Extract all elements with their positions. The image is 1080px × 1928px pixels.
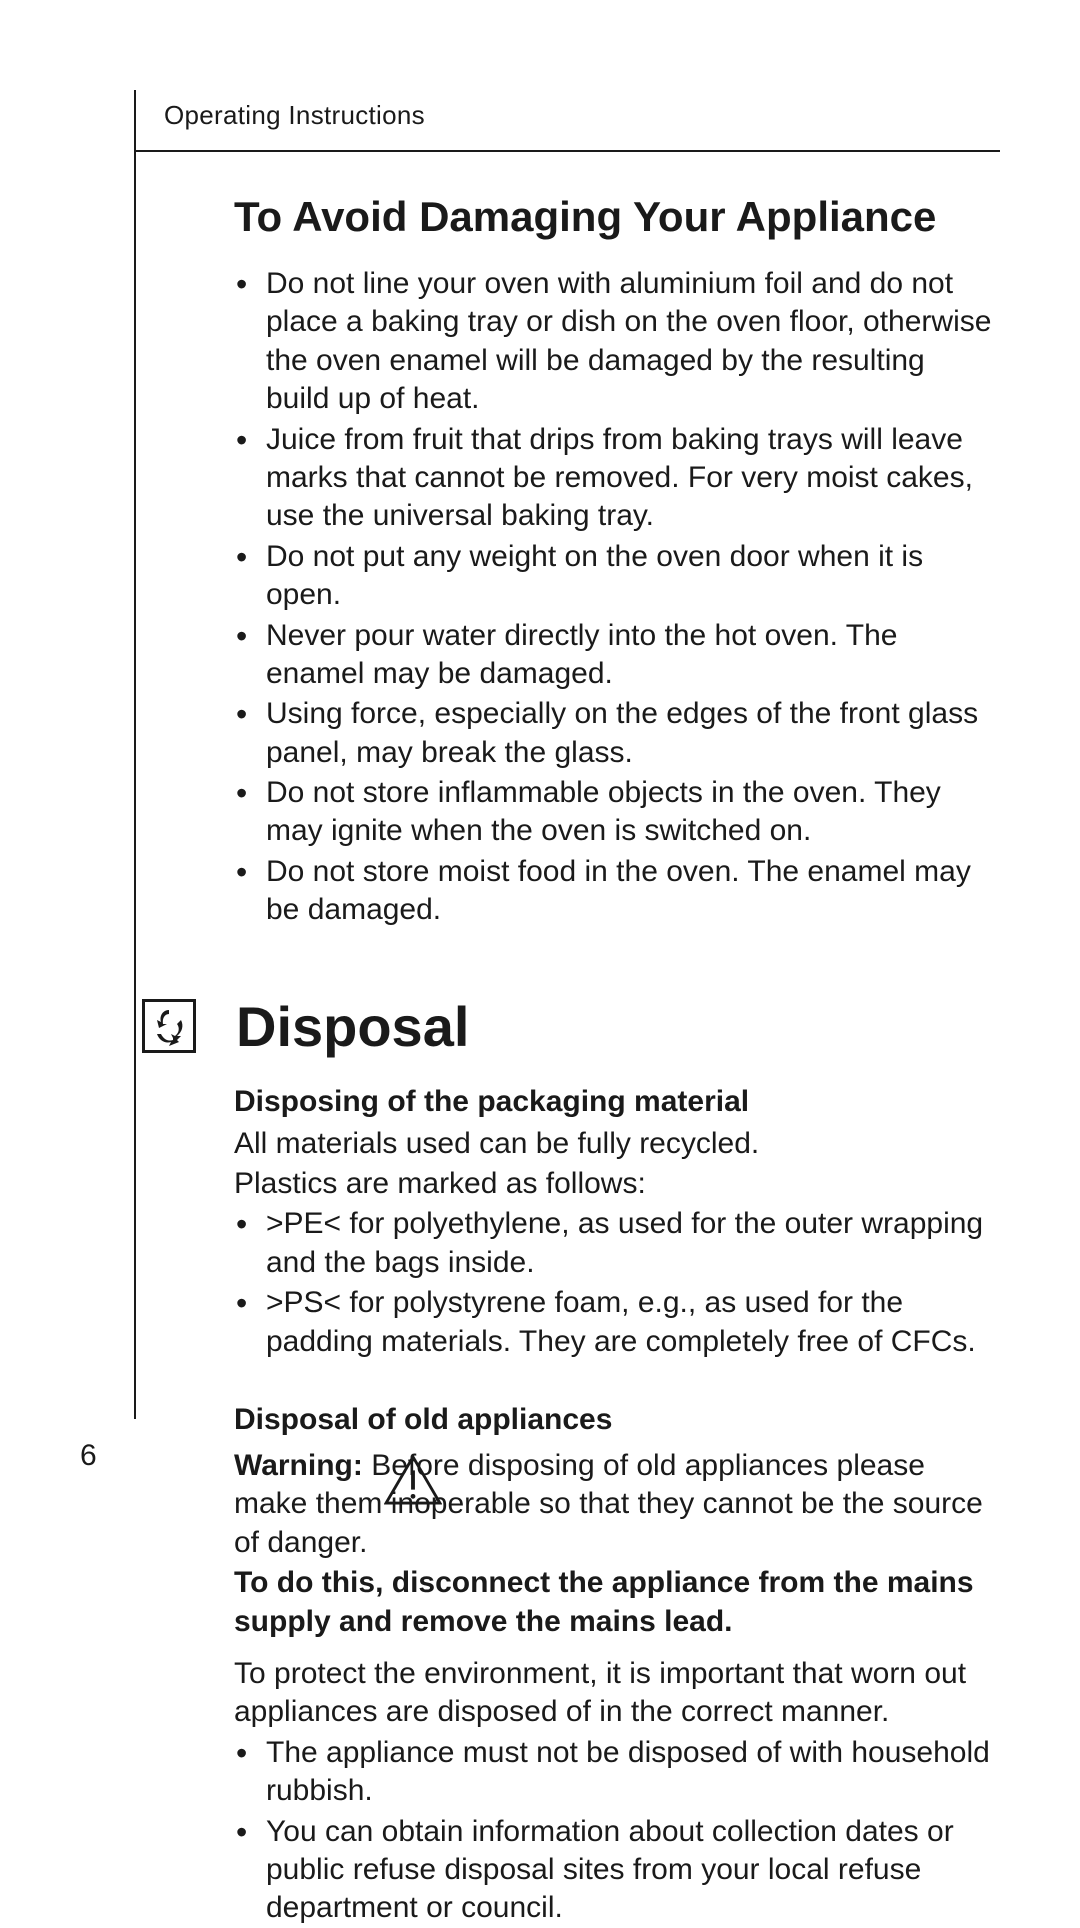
list-item: Do not line your oven with aluminium foi…	[234, 265, 994, 419]
warning-instruction: To do this, disconnect the appliance fro…	[234, 1564, 994, 1641]
vertical-rule	[134, 90, 136, 1419]
horizontal-rule	[134, 150, 1000, 152]
list-item: Do not store moist food in the oven. The…	[234, 853, 994, 930]
list-item: You can obtain information about collect…	[234, 1813, 994, 1928]
list-item: Juice from fruit that drips from baking …	[234, 421, 994, 536]
page-header: Operating Instructions	[134, 100, 1000, 149]
packaging-list: >PE< for polyethylene, as used for the o…	[234, 1205, 994, 1361]
list-item: Using force, especially on the edges of …	[234, 695, 994, 772]
recycle-icon	[142, 999, 196, 1053]
paragraph: To protect the environment, it is import…	[234, 1655, 994, 1732]
warning-paragraph: Warning: Before disposing of old applian…	[234, 1447, 994, 1562]
paragraph: Plastics are marked as follows:	[234, 1165, 994, 1203]
list-item: Never pour water directly into the hot o…	[234, 617, 994, 694]
page: Operating Instructions To Avoid Damaging…	[0, 0, 1080, 1529]
list-item: >PS< for polystyrene foam, e.g., as used…	[234, 1284, 994, 1361]
warning-label: Warning:	[234, 1449, 371, 1482]
list-item: >PE< for polyethylene, as used for the o…	[234, 1205, 994, 1282]
content-column: To Avoid Damaging Your Appliance Do not …	[134, 149, 1000, 1928]
list-item: The appliance must not be disposed of wi…	[234, 1734, 994, 1811]
list-item: Do not store inflammable objects in the …	[234, 774, 994, 851]
section-heading-disposal: Disposal	[142, 994, 994, 1059]
subheading-packaging: Disposing of the packaging material	[234, 1085, 994, 1119]
page-number: 6	[80, 1439, 97, 1473]
subheading-old-appliances: Disposal of old appliances	[234, 1403, 994, 1437]
warning-icon	[384, 1455, 442, 1505]
avoid-damage-list: Do not line your oven with aluminium foi…	[234, 265, 994, 930]
section-heading-avoid-damage: To Avoid Damaging Your Appliance	[234, 193, 994, 241]
paragraph: All materials used can be fully recycled…	[234, 1125, 994, 1163]
disposal-list: The appliance must not be disposed of wi…	[234, 1734, 994, 1928]
list-item: Do not put any weight on the oven door w…	[234, 538, 994, 615]
section-heading-disposal-label: Disposal	[236, 994, 469, 1059]
